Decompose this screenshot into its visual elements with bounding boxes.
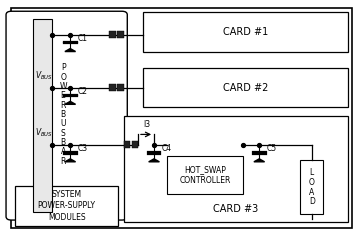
Text: C4: C4 <box>162 144 172 153</box>
Text: C2: C2 <box>78 87 88 96</box>
Bar <box>110 84 116 91</box>
Text: SYSTEM
POWER-SUPPLY
MODULES: SYSTEM POWER-SUPPLY MODULES <box>38 190 96 222</box>
Bar <box>166 156 243 194</box>
Text: I3: I3 <box>143 120 150 129</box>
Bar <box>124 116 348 222</box>
Text: CARD #3: CARD #3 <box>213 203 259 214</box>
Text: $V_{BUS}$: $V_{BUS}$ <box>35 69 53 82</box>
Text: $V_{BUS}$: $V_{BUS}$ <box>35 127 53 139</box>
Text: P
O
W
E
R
B
U
S
B
A
R: P O W E R B U S B A R <box>59 63 67 166</box>
Polygon shape <box>65 159 76 162</box>
Text: CARD #1: CARD #1 <box>223 27 268 37</box>
Text: CARD #2: CARD #2 <box>223 83 268 93</box>
Bar <box>110 31 116 38</box>
Text: C1: C1 <box>78 34 88 43</box>
Bar <box>132 141 138 148</box>
Polygon shape <box>149 159 159 162</box>
Bar <box>124 141 130 148</box>
Polygon shape <box>65 101 76 104</box>
Text: C3: C3 <box>78 144 88 153</box>
Bar <box>117 31 124 38</box>
Text: C5: C5 <box>267 144 277 153</box>
Bar <box>300 160 323 214</box>
Bar <box>15 186 118 226</box>
Bar <box>33 19 52 212</box>
FancyBboxPatch shape <box>6 11 127 220</box>
Polygon shape <box>65 49 76 51</box>
Bar <box>143 13 348 52</box>
Bar <box>117 84 124 91</box>
Text: L
O
A
D: L O A D <box>309 168 315 206</box>
Bar <box>143 67 348 107</box>
Polygon shape <box>254 159 265 162</box>
Text: HOT_SWAP
CONTROLLER: HOT_SWAP CONTROLLER <box>179 165 231 185</box>
